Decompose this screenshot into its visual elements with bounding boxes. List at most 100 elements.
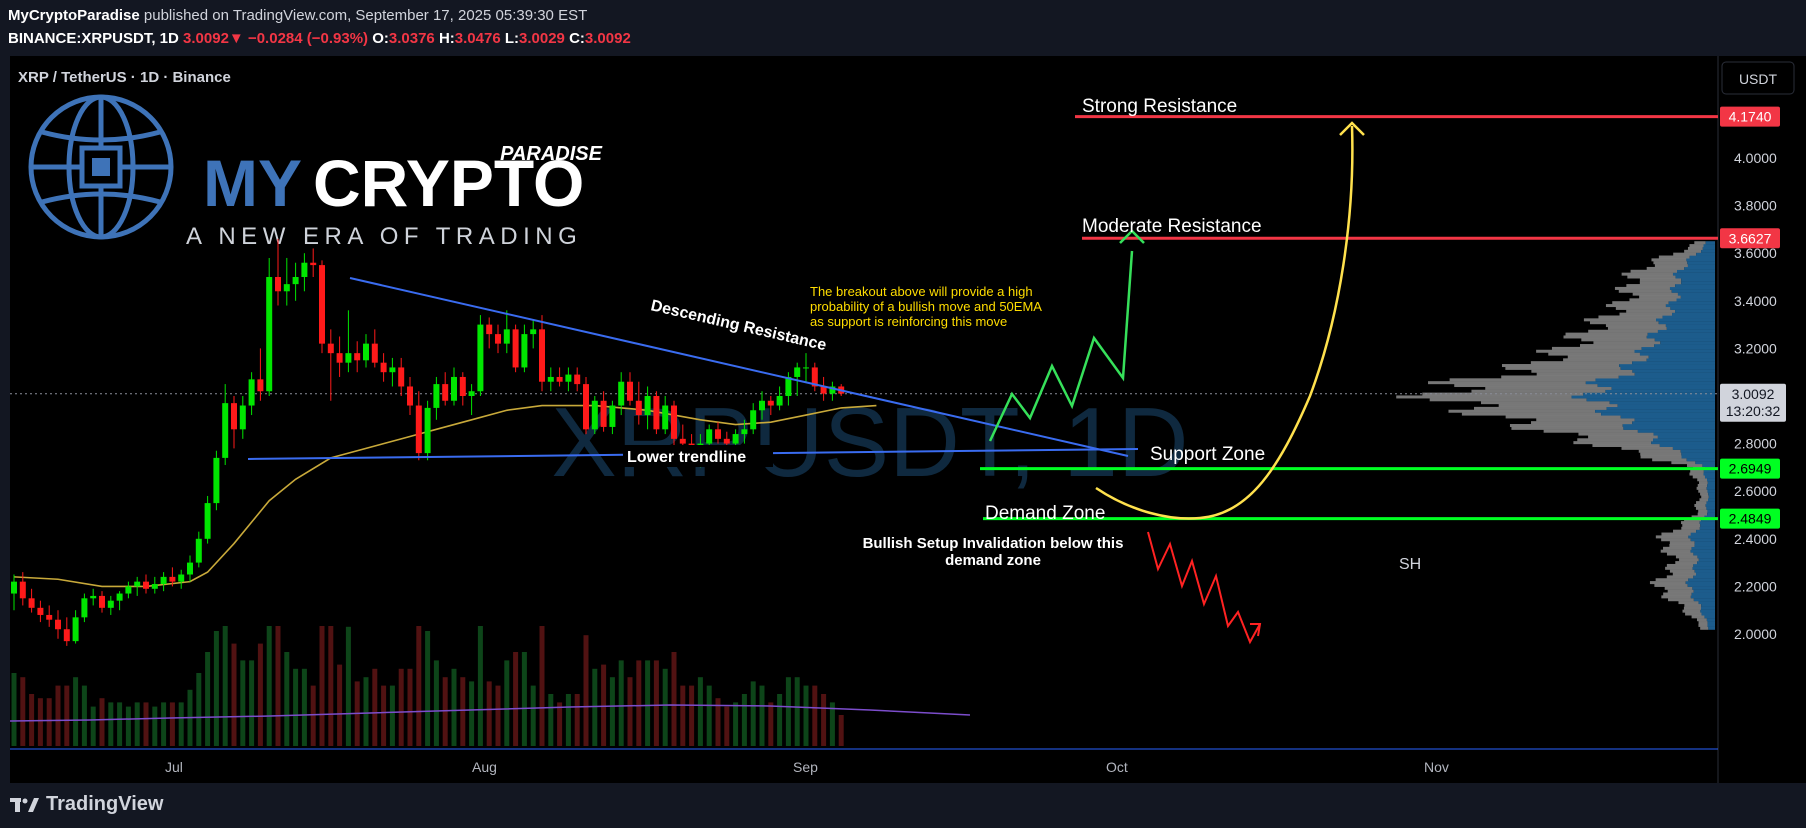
volume-profile-row bbox=[1675, 275, 1715, 279]
candle-body bbox=[477, 324, 484, 392]
volume-bar bbox=[741, 694, 747, 746]
volume-profile-row bbox=[1706, 501, 1715, 505]
candle bbox=[741, 419, 748, 444]
volume-profile-row bbox=[1589, 321, 1659, 325]
volume-profile-row bbox=[1632, 369, 1715, 373]
candle-body bbox=[28, 598, 35, 608]
candle bbox=[266, 257, 273, 396]
volume-bar bbox=[627, 677, 633, 746]
candle bbox=[178, 569, 185, 589]
volume-profile-row bbox=[1690, 595, 1715, 599]
volume-bar bbox=[768, 702, 774, 746]
volume-profile-row bbox=[1699, 521, 1715, 525]
volume-profile-row bbox=[1577, 438, 1654, 442]
chart-area[interactable]: XRPUSDT, 1D XRP / TetherUS · 1D · Binanc… bbox=[10, 56, 1806, 783]
candle-body bbox=[222, 403, 229, 458]
volume-profile-row bbox=[1691, 546, 1715, 550]
volume-profile-row bbox=[1536, 372, 1635, 376]
volume-profile-row bbox=[1666, 552, 1694, 556]
volume-bar bbox=[266, 626, 272, 746]
logo-crypto: CRYPTO bbox=[313, 146, 584, 220]
candle bbox=[380, 353, 387, 382]
candle-body bbox=[618, 381, 625, 406]
candle bbox=[609, 400, 616, 435]
volume-profile-row bbox=[1648, 355, 1715, 359]
volume-profile-row bbox=[1673, 529, 1697, 533]
volume-profile-row bbox=[1692, 586, 1715, 590]
volume-profile-row bbox=[1657, 329, 1715, 333]
symbol-label: BINANCE:XRPUSDT, 1D bbox=[8, 30, 179, 47]
candle-body bbox=[794, 367, 801, 377]
volume-bar bbox=[521, 652, 527, 746]
volume-profile-row bbox=[1665, 304, 1715, 308]
volume-profile-row bbox=[1694, 541, 1715, 545]
volume-profile-row bbox=[1536, 349, 1635, 353]
volume-profile-row bbox=[1703, 472, 1715, 476]
volume-bar bbox=[548, 694, 554, 746]
candle-body bbox=[46, 614, 53, 620]
volume-profile-row bbox=[1687, 583, 1715, 587]
candle bbox=[125, 581, 132, 599]
volume-profile-row bbox=[1654, 583, 1688, 587]
volume-bar bbox=[275, 626, 281, 746]
volume-profile-row bbox=[1485, 386, 1612, 390]
candle bbox=[63, 617, 70, 646]
volume-bar bbox=[257, 643, 263, 746]
volume-profile bbox=[1396, 241, 1715, 630]
y-tick-label: 4.0000 bbox=[1734, 150, 1777, 166]
volume-profile-row bbox=[1661, 538, 1691, 542]
price-chart[interactable]: XRPUSDT, 1D XRP / TetherUS · 1D · Binanc… bbox=[10, 56, 1806, 783]
candle bbox=[99, 591, 105, 613]
candle bbox=[442, 372, 449, 406]
volume-profile-row bbox=[1697, 555, 1715, 559]
volume-profile-row bbox=[1672, 312, 1715, 316]
candle bbox=[107, 595, 114, 615]
x-tick-label: Oct bbox=[1106, 759, 1128, 775]
currency-button-label[interactable]: USDT bbox=[1739, 71, 1778, 87]
volume-profile-row bbox=[1571, 395, 1715, 399]
volume-profile-row bbox=[1704, 475, 1715, 479]
volume-profile-row bbox=[1701, 603, 1715, 607]
candle-body bbox=[759, 400, 765, 411]
volume-profile-row bbox=[1693, 563, 1715, 567]
volume-bar bbox=[460, 677, 466, 746]
volume-profile-row bbox=[1657, 435, 1715, 439]
y-tick-label: 2.0000 bbox=[1734, 626, 1777, 642]
candle bbox=[635, 381, 642, 425]
volume-profile-row bbox=[1640, 455, 1682, 459]
volume-bar bbox=[645, 660, 651, 746]
volume-profile-row bbox=[1448, 409, 1596, 413]
candle-body bbox=[398, 367, 405, 387]
volume-bar bbox=[398, 668, 404, 746]
volume-bar bbox=[407, 668, 413, 746]
publisher-name[interactable]: MyCryptoParadise bbox=[8, 7, 140, 24]
currency-button[interactable]: USDT bbox=[1721, 61, 1795, 95]
volume-bar bbox=[574, 694, 580, 746]
volume-bar bbox=[20, 677, 26, 746]
volume-profile-row bbox=[1632, 421, 1715, 425]
bar-countdown-text: 13:20:32 bbox=[1726, 403, 1781, 419]
tradingview-logo[interactable]: TradingView bbox=[10, 793, 163, 816]
volume-profile-row bbox=[1511, 426, 1624, 430]
candle-body bbox=[811, 367, 818, 387]
candle bbox=[389, 357, 396, 387]
volume-profile-row bbox=[1675, 561, 1698, 565]
candle-body bbox=[583, 384, 589, 430]
volume-profile-row bbox=[1699, 498, 1709, 502]
volume-profile-row bbox=[1581, 338, 1655, 342]
candle bbox=[433, 376, 440, 420]
volume-bar bbox=[240, 660, 246, 746]
volume-bar bbox=[689, 685, 695, 746]
candle-body bbox=[574, 374, 581, 385]
candle bbox=[116, 591, 123, 611]
volume-profile-row bbox=[1454, 384, 1598, 388]
volume-profile-row bbox=[1686, 463, 1703, 467]
candle-body bbox=[301, 262, 308, 277]
volume-bar bbox=[469, 681, 475, 746]
volume-profile-row bbox=[1703, 244, 1715, 248]
candle-body bbox=[19, 581, 26, 599]
currency-button-frame[interactable] bbox=[1721, 61, 1795, 95]
candle bbox=[28, 588, 35, 613]
candle bbox=[319, 260, 325, 354]
candle bbox=[627, 372, 633, 406]
